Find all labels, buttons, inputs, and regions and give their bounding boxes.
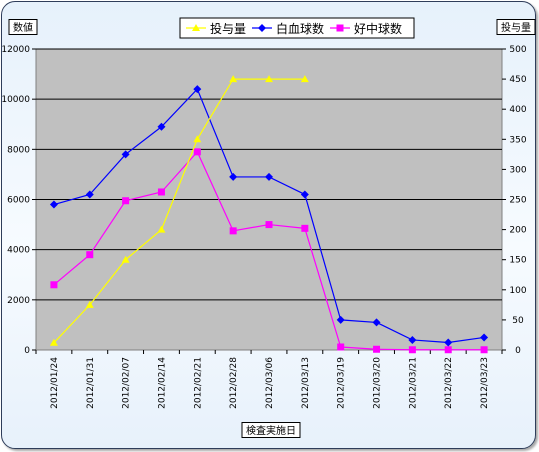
data-point-2 xyxy=(480,346,488,354)
y2-tick-label: 300 xyxy=(509,165,526,175)
series-line-0 xyxy=(53,78,305,344)
data-point-1 xyxy=(49,200,58,209)
data-point-1 xyxy=(229,172,238,181)
y2-axis-title-box xyxy=(496,19,536,35)
data-point-2 xyxy=(265,221,273,229)
data-point-0 xyxy=(193,135,202,143)
data-point-2 xyxy=(373,345,381,353)
x-tick-label: 2012/03/19 xyxy=(337,357,347,409)
x-tick-label: 2012/03/21 xyxy=(408,357,418,409)
data-point-0 xyxy=(300,75,309,83)
y-axis-title: 数値 xyxy=(13,21,33,34)
y2-tick-label: 350 xyxy=(509,135,526,145)
y2-tick-label: 450 xyxy=(509,75,526,85)
data-point-1 xyxy=(372,318,381,327)
x-tick-label: 2012/01/24 xyxy=(50,357,60,409)
data-point-2 xyxy=(193,148,201,156)
x-tick-label: 2012/02/14 xyxy=(157,357,167,409)
data-point-0 xyxy=(265,75,273,83)
data-point-1 xyxy=(480,333,489,342)
y-tick-label: 0 xyxy=(24,346,30,356)
data-point-1 xyxy=(408,335,417,344)
legend-marker-2 xyxy=(336,24,344,32)
x-tick-label: 2012/01/31 xyxy=(86,357,96,409)
data-point-1 xyxy=(300,190,309,199)
x-tick-label: 2012/03/22 xyxy=(444,357,454,409)
legend-marker-1 xyxy=(258,24,266,32)
data-point-0 xyxy=(49,338,58,346)
data-point-0 xyxy=(229,75,238,83)
data-point-2 xyxy=(86,251,94,259)
y-tick-label: 4000 xyxy=(7,246,30,256)
y2-tick-label: 0 xyxy=(515,346,521,356)
data-point-1 xyxy=(121,150,130,159)
legend xyxy=(179,17,415,39)
y2-tick-label: 250 xyxy=(509,196,526,206)
y-axis-title-box xyxy=(8,19,38,35)
y2-tick-label: 200 xyxy=(509,226,526,236)
data-point-2 xyxy=(50,281,58,289)
x-tick-label: 2012/02/21 xyxy=(193,357,203,409)
data-point-2 xyxy=(408,346,416,354)
data-point-1 xyxy=(265,172,273,181)
data-point-2 xyxy=(229,227,237,235)
y2-tick-label: 500 xyxy=(509,45,526,55)
y-tick-label: 2000 xyxy=(7,296,30,306)
legend-marker-0 xyxy=(192,24,200,31)
x-axis-title: 検査実施日 xyxy=(246,424,296,437)
y-tick-label: 6000 xyxy=(7,196,30,206)
y-tick-label: 10000 xyxy=(1,95,30,105)
y2-tick-label: 400 xyxy=(509,105,526,115)
y2-axis-title: 投与量 xyxy=(501,21,531,34)
y2-tick-label: 50 xyxy=(512,316,524,326)
data-point-2 xyxy=(122,197,130,205)
data-point-0 xyxy=(157,225,166,233)
data-point-0 xyxy=(121,255,130,263)
legend-label-1: 白血球数 xyxy=(276,21,324,36)
x-tick-label: 2012/03/06 xyxy=(265,357,275,409)
data-point-0 xyxy=(85,300,94,308)
data-point-2 xyxy=(301,224,309,232)
y2-tick-label: 150 xyxy=(509,256,526,266)
y2-tick-label: 100 xyxy=(509,286,526,296)
x-tick-label: 2012/03/20 xyxy=(373,357,383,409)
data-point-1 xyxy=(85,190,94,199)
x-axis-title-box xyxy=(241,422,301,438)
data-point-1 xyxy=(444,338,453,347)
x-tick-label: 2012/02/07 xyxy=(122,357,132,409)
x-tick-label: 2012/03/13 xyxy=(301,357,311,409)
x-tick-label: 2012/02/28 xyxy=(229,357,239,409)
legend-label-2: 好中球数 xyxy=(354,21,402,36)
legend-label-0: 投与量 xyxy=(210,21,246,36)
data-point-1 xyxy=(157,122,166,131)
data-point-1 xyxy=(193,85,202,94)
data-point-1 xyxy=(336,315,345,324)
data-point-2 xyxy=(337,343,345,351)
y-tick-label: 12000 xyxy=(1,45,30,55)
y-tick-label: 8000 xyxy=(7,145,30,155)
data-point-2 xyxy=(444,346,452,354)
x-tick-label: 2012/03/23 xyxy=(480,357,490,409)
data-point-2 xyxy=(157,188,165,196)
